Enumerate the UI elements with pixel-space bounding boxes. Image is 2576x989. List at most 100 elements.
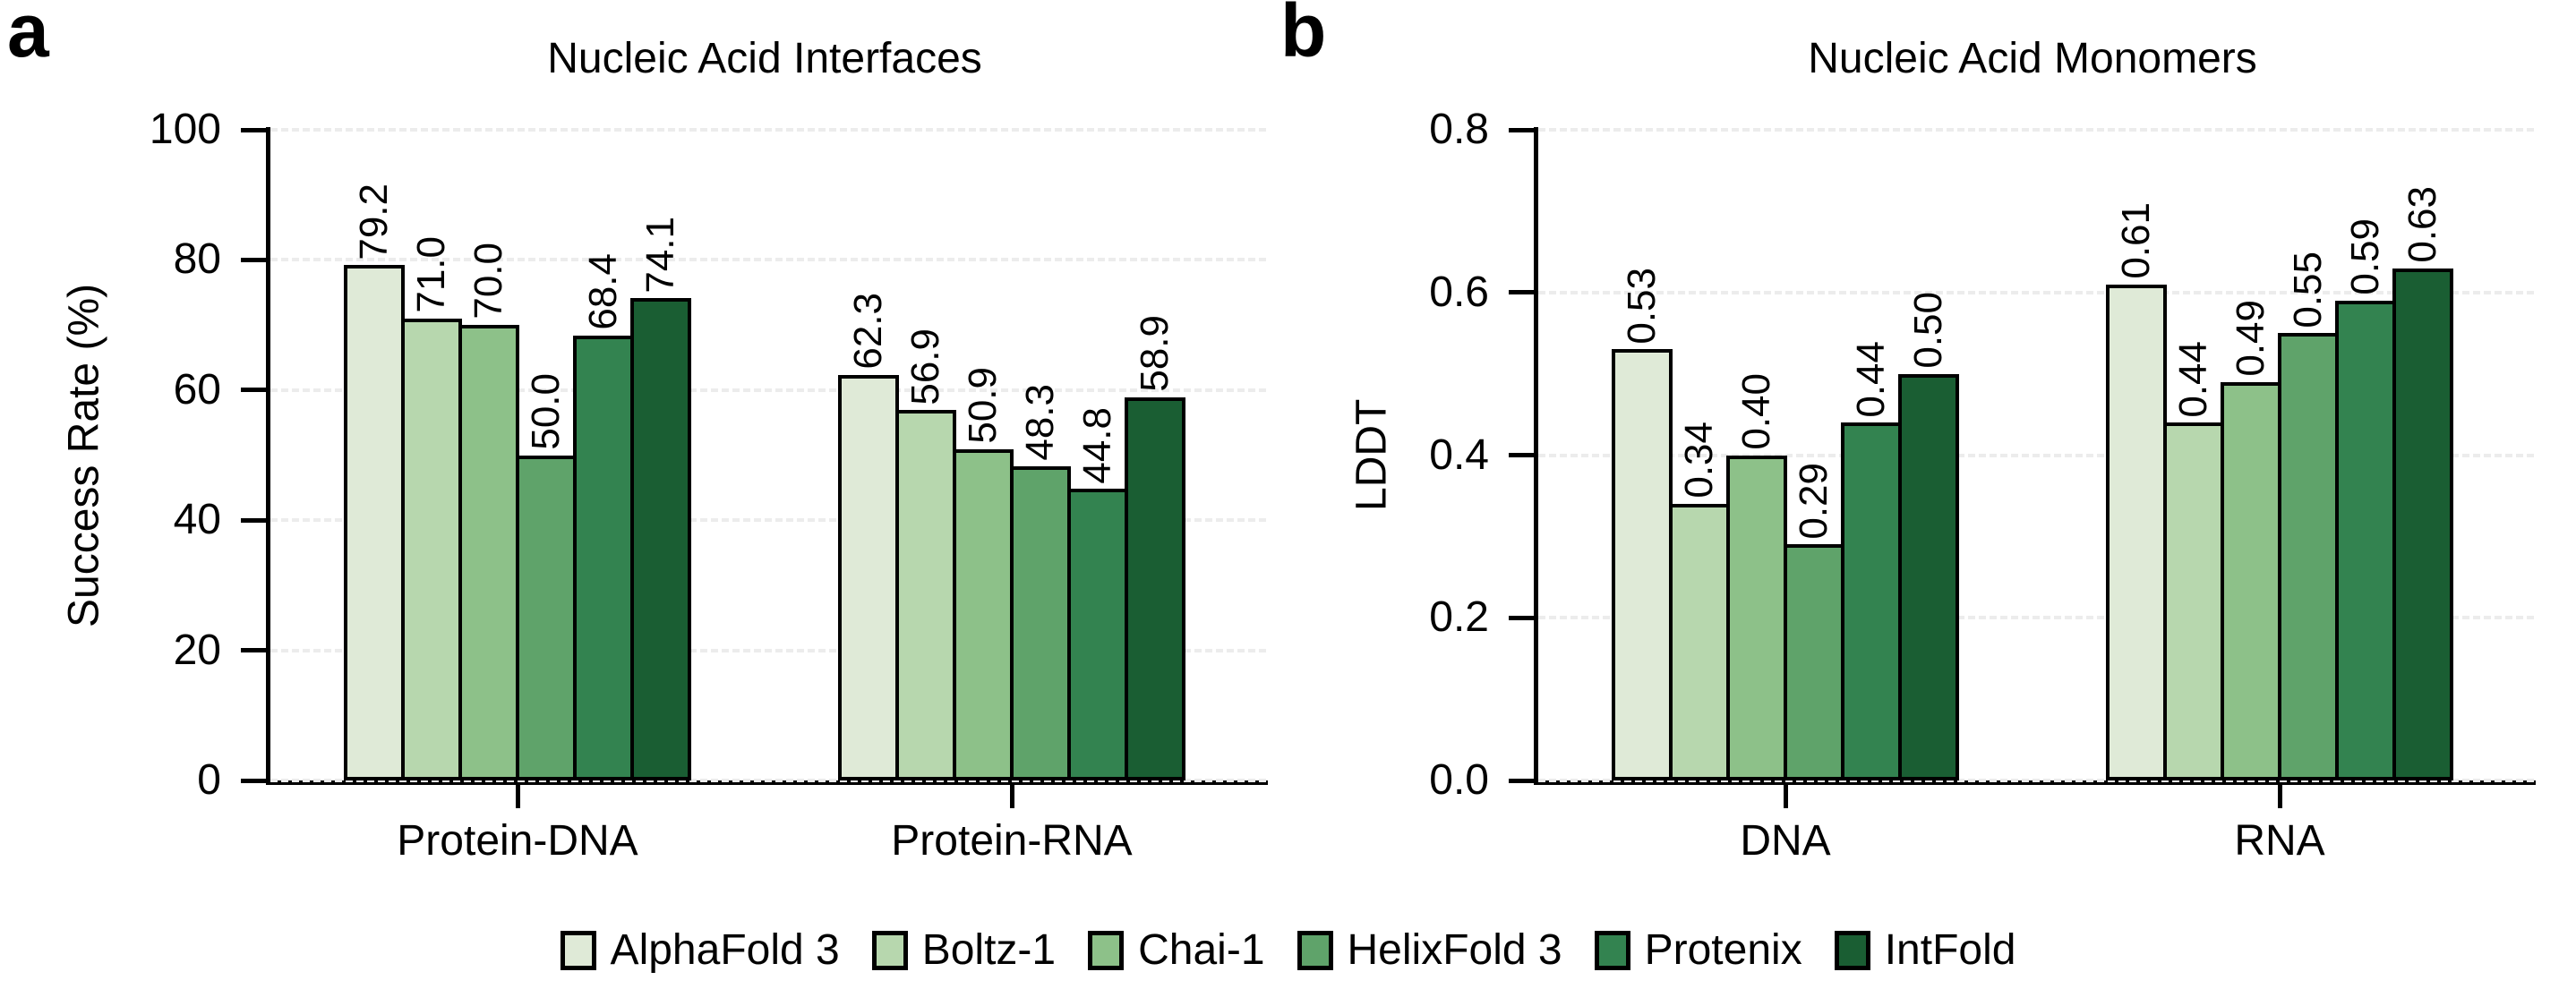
panel-a-x-axis-line <box>266 780 1268 785</box>
panel-a: a Nucleic Acid Interfaces Success Rate (… <box>0 0 1288 895</box>
bar-boltz-1-rna: 0.44 <box>2163 341 2224 780</box>
bar-group-protein-rna: 62.3 56.9 50.9 48.3 44.8 58.9 <box>838 293 1185 780</box>
bar-value-label-intfold-rna: 0.63 <box>2401 185 2444 263</box>
y-tick-20 <box>241 648 266 653</box>
bar-protenix-protein-dna: 68.4 <box>573 253 634 780</box>
y-tick-label-0.4: 0.4 <box>1429 431 1489 479</box>
bar-protenix-protein-rna: 44.8 <box>1067 407 1128 780</box>
bar-intfold-protein-rna: 58.9 <box>1125 315 1185 780</box>
x-tick-dna <box>1783 785 1788 808</box>
bar-value-label-alphafold-3-protein-rna: 62.3 <box>846 293 890 371</box>
bar-value-label-helixfold-3-dna: 0.29 <box>1792 462 1836 540</box>
bar-value-label-helixfold-3-rna: 0.55 <box>2286 251 2330 328</box>
panel-a-y-axis-line <box>266 127 270 785</box>
bar-alphafold-3-protein-rna: 62.3 <box>838 293 899 780</box>
gridline-0.0 <box>1538 779 2534 782</box>
bar-boltz-1-dna: 0.34 <box>1669 422 1730 780</box>
legend-item-protenix: Protenix <box>1594 926 1802 974</box>
bar-value-label-alphafold-3-dna: 0.53 <box>1620 267 1664 345</box>
bar-protenix-dna: 0.44 <box>1841 341 1902 780</box>
bar-helixfold-3-protein-dna: 50.0 <box>516 373 577 780</box>
bar-protenix-rna: 0.59 <box>2335 218 2396 780</box>
legend-swatch-icon-intfold <box>1834 931 1870 970</box>
x-tick-protein-rna <box>1009 785 1014 808</box>
x-category-label-dna: DNA <box>1740 817 1831 865</box>
bar-intfold-rna: 0.63 <box>2392 186 2453 780</box>
bar-value-label-chai-1-protein-rna: 50.9 <box>961 367 1005 444</box>
y-tick-label-0: 0 <box>197 756 221 804</box>
bar-group-rna: 0.61 0.44 0.49 0.55 0.59 0.63 <box>2106 186 2453 780</box>
bar-helixfold-3-protein-rna: 48.3 <box>1010 384 1071 780</box>
panel-letter-b: b <box>1280 0 1327 72</box>
panel-a-title: Nucleic Acid Interfaces <box>547 35 982 82</box>
panel-letter-a: a <box>7 0 49 72</box>
bar-value-label-protenix-protein-rna: 44.8 <box>1075 406 1119 484</box>
y-tick-0.0 <box>1509 778 1534 783</box>
y-tick-label-0.2: 0.2 <box>1429 593 1489 642</box>
y-tick-60 <box>241 388 266 393</box>
y-tick-0.8 <box>1509 127 1534 132</box>
y-tick-0 <box>241 778 266 783</box>
bar-alphafold-3-rna: 0.61 <box>2106 202 2167 780</box>
y-tick-label-60: 60 <box>173 365 221 414</box>
x-tick-protein-dna <box>515 785 520 808</box>
x-category-label-protein-dna: Protein-DNA <box>397 817 638 865</box>
bar-value-label-chai-1-rna: 0.49 <box>2229 300 2272 377</box>
y-tick-label-0.0: 0.0 <box>1429 756 1489 804</box>
y-tick-label-0.6: 0.6 <box>1429 268 1489 316</box>
bar-value-label-chai-1-dna: 0.40 <box>1734 372 1778 450</box>
y-tick-label-20: 20 <box>173 626 221 674</box>
bar-chai-1-rna: 0.49 <box>2221 300 2281 780</box>
legend-item-intfold: IntFold <box>1834 926 2016 974</box>
y-tick-80 <box>241 257 266 262</box>
legend-item-boltz-1: Boltz-1 <box>871 926 1057 974</box>
legend-label-protenix: Protenix <box>1644 926 1802 974</box>
bar-value-label-boltz-1-protein-dna: 71.0 <box>409 236 453 313</box>
legend-item-helixfold-3: HelixFold 3 <box>1297 929 1562 972</box>
x-category-label-rna: RNA <box>2234 817 2325 865</box>
y-tick-label-0.8: 0.8 <box>1429 106 1489 153</box>
bar-value-label-helixfold-3-protein-rna: 48.3 <box>1018 384 1062 461</box>
gridline-0.2 <box>1538 616 2534 620</box>
gridline-0.4 <box>1538 453 2534 457</box>
panel-b: b Nucleic Acid Monomers LDDT 0.0 0.2 0.4 0.… <box>1280 0 2576 895</box>
legend-label-intfold: IntFold <box>1884 926 2016 974</box>
bar-group-dna: 0.53 0.34 0.40 0.29 0.44 0.50 <box>1612 268 1959 780</box>
legend-label-chai-1: Chai-1 <box>1138 926 1265 974</box>
gridline-60 <box>270 388 1266 392</box>
y-tick-label-40: 40 <box>173 496 221 544</box>
gridline-20 <box>270 648 1266 652</box>
legend-label-boltz-1: Boltz-1 <box>921 926 1057 974</box>
y-tick-40 <box>241 517 266 523</box>
bar-chai-1-protein-rna: 50.9 <box>953 367 1014 780</box>
legend-swatch-icon-helixfold-3 <box>1297 931 1333 970</box>
y-tick-label-80: 80 <box>173 235 221 284</box>
bar-intfold-protein-dna: 74.1 <box>630 217 691 780</box>
bar-intfold-dna: 0.50 <box>1898 292 1959 780</box>
bar-chai-1-dna: 0.40 <box>1726 373 1787 780</box>
gridline-0.8 <box>1538 128 2534 132</box>
legend-swatch-icon-protenix <box>1594 931 1630 970</box>
bar-helixfold-3-rna: 0.55 <box>2278 252 2339 780</box>
legend: AlphaFold 3 Boltz-1 Chai-1 HelixFold 3 Prote… <box>0 922 2576 979</box>
panel-b-x-axis-line <box>1534 780 2536 785</box>
bar-value-label-intfold-dna: 0.50 <box>1906 291 1950 369</box>
gridline-80 <box>270 258 1266 262</box>
bar-value-label-boltz-1-rna: 0.44 <box>2171 340 2215 418</box>
y-tick-0.4 <box>1509 453 1534 457</box>
x-tick-rna <box>2277 785 2282 808</box>
bar-value-label-alphafold-3-rna: 0.61 <box>2114 202 2158 279</box>
bar-chai-1-protein-dna: 70.0 <box>458 243 519 780</box>
panel-a-plot-area: 0 20 40 60 80 100 79.2 71.0 70.0 50.0 68.4 74.1 Prot… <box>150 108 1268 863</box>
gridline-100 <box>270 128 1266 132</box>
panel-a-y-axis-title: Success Rate (%) <box>60 283 108 627</box>
bar-alphafold-3-dna: 0.53 <box>1612 268 1673 780</box>
bar-boltz-1-protein-rna: 56.9 <box>895 328 956 780</box>
bar-value-label-intfold-protein-rna: 58.9 <box>1133 315 1177 392</box>
bar-value-label-helixfold-3-protein-dna: 50.0 <box>524 372 568 450</box>
y-tick-label-100: 100 <box>149 106 221 153</box>
panel-b-plot-area: 0.0 0.2 0.4 0.6 0.8 0.53 0.34 0.40 0.29 0.44 0.50 D… <box>1429 108 2536 863</box>
bar-value-label-intfold-protein-dna: 74.1 <box>638 216 682 294</box>
legend-label-alphafold-3: AlphaFold 3 <box>610 926 840 974</box>
